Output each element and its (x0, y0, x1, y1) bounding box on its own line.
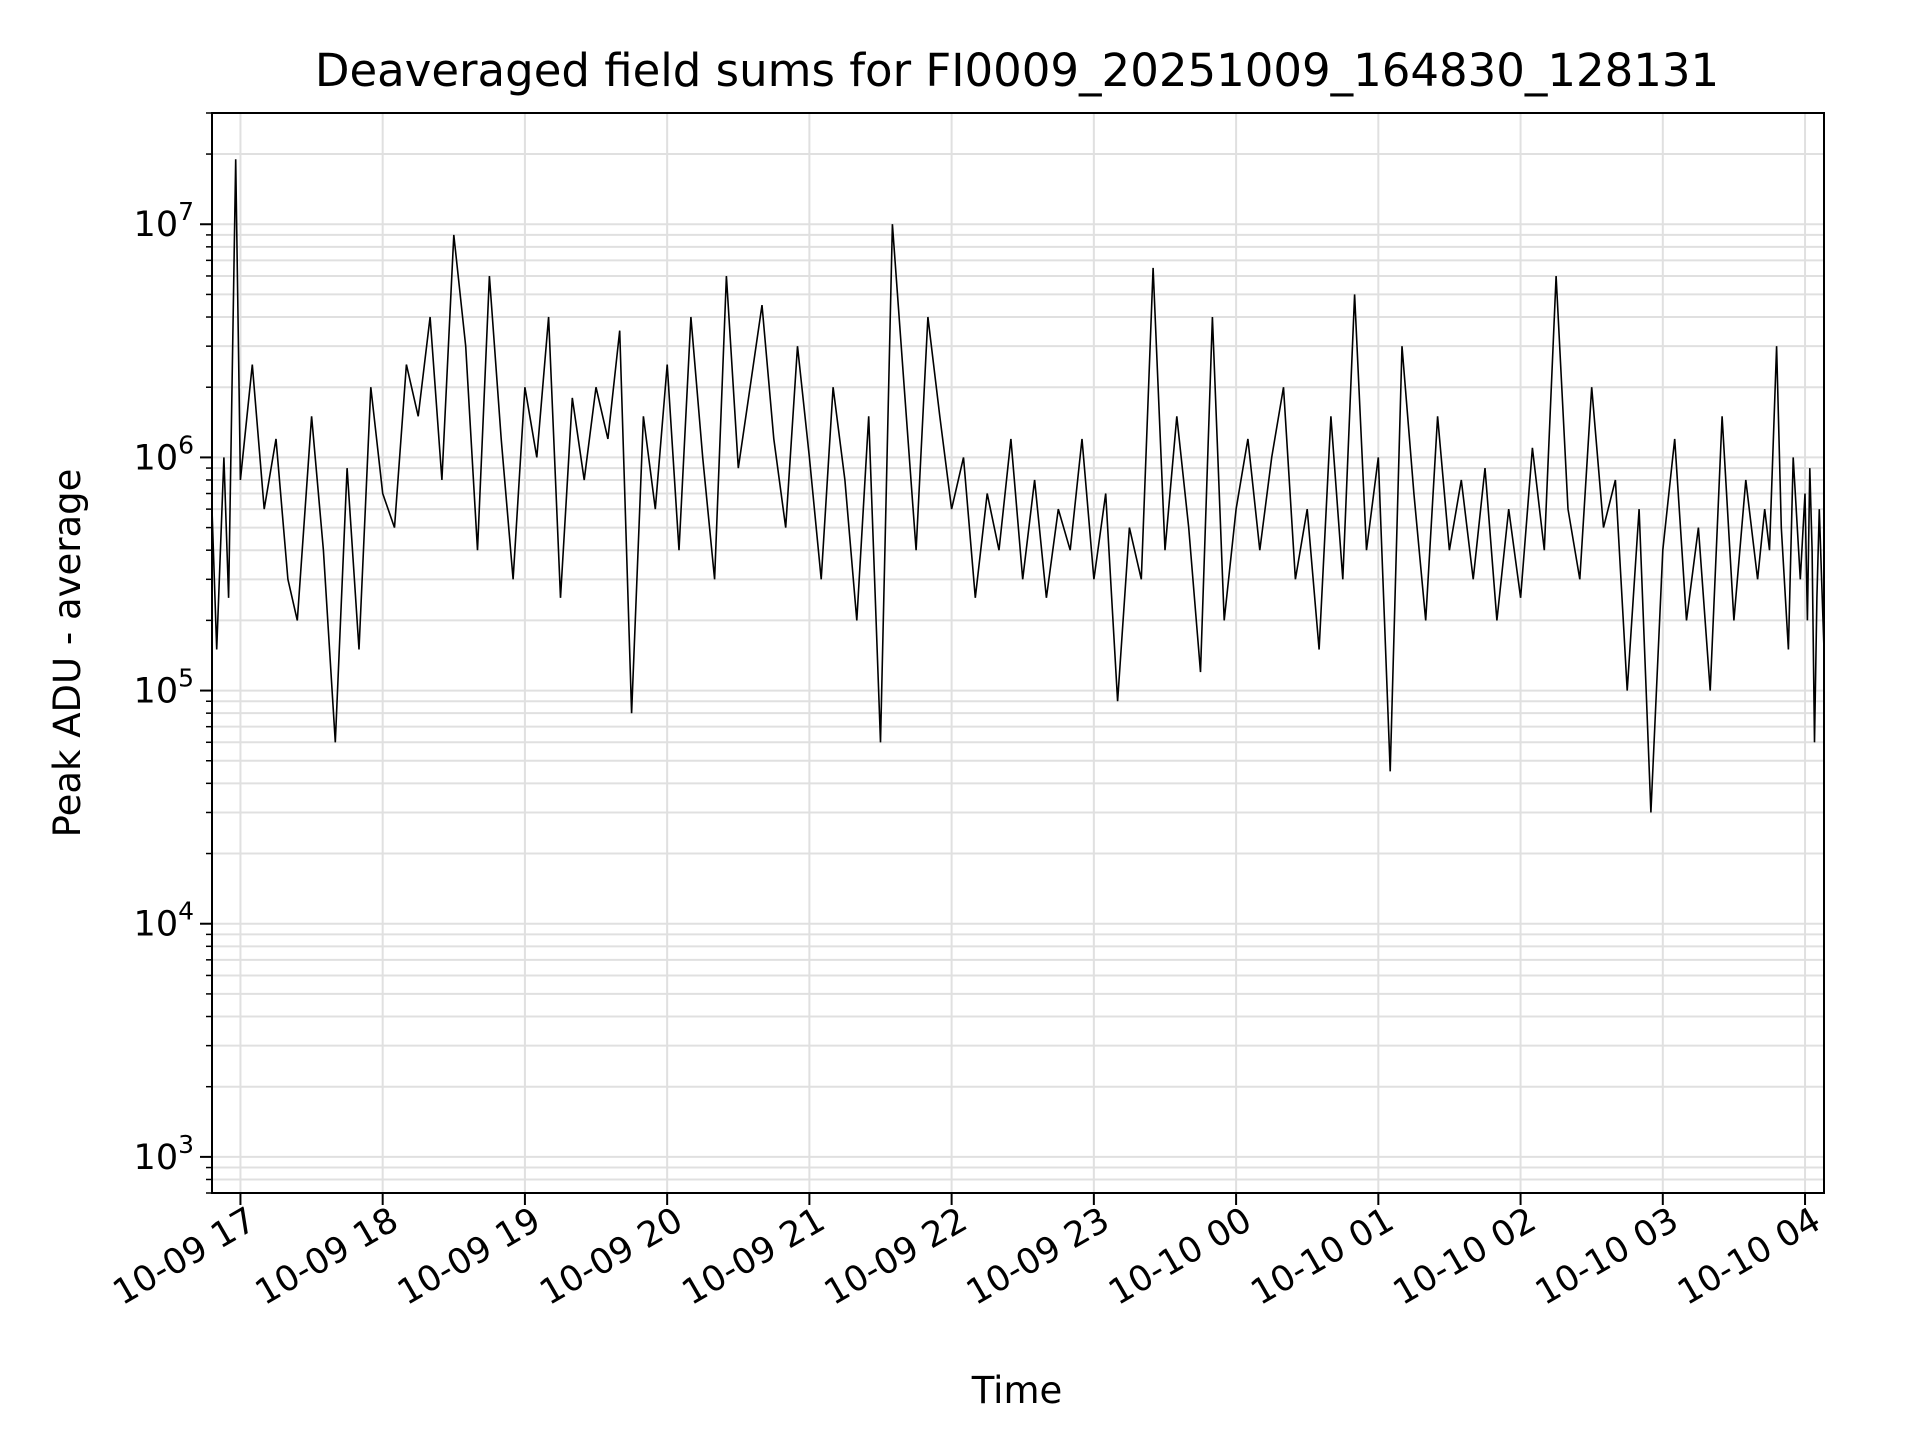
grid (212, 112, 1824, 1194)
y-tick-label: 107 (134, 197, 194, 245)
y-axis: 103 104 105 106 107 (134, 112, 212, 1194)
y-tick-label: 103 (134, 1130, 194, 1178)
chart-title: Deaveraged field sums for FI0009_2025100… (315, 44, 1719, 97)
plot-frame (211, 112, 1825, 1194)
y-tick-label: 104 (134, 897, 194, 945)
y-tick-label: 106 (134, 430, 194, 478)
y-axis-label: Peak ADU - average (46, 469, 89, 838)
series-line (211, 159, 1825, 813)
series-line-group (211, 159, 1825, 813)
y-tick-label: 105 (134, 664, 194, 712)
x-axis-label: Time (971, 1369, 1063, 1412)
